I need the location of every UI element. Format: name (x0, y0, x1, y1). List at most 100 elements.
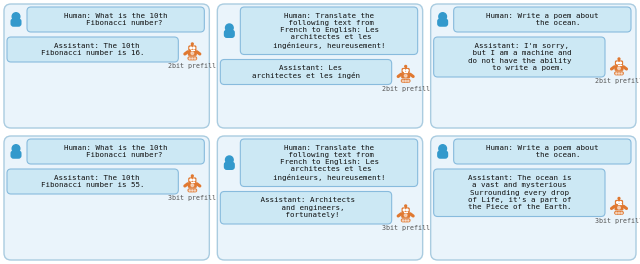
Circle shape (194, 58, 196, 59)
FancyBboxPatch shape (188, 56, 197, 60)
Circle shape (403, 80, 404, 82)
Circle shape (616, 73, 617, 74)
FancyBboxPatch shape (431, 4, 636, 128)
Text: Human: What is the 10th
    Fibonacci number?: Human: What is the 10th Fibonacci number… (64, 145, 168, 158)
Text: 3bit prefill: 3bit prefill (168, 195, 216, 201)
Text: Assistant: The 10th
Fibonacci number is 16.: Assistant: The 10th Fibonacci number is … (41, 43, 145, 56)
Circle shape (191, 184, 194, 187)
FancyBboxPatch shape (401, 218, 410, 222)
Circle shape (404, 205, 406, 207)
Text: Assistant: The ocean is
a vast and mysterious
Surrounding every drop
of Life, it: Assistant: The ocean is a vast and myste… (468, 175, 571, 210)
FancyBboxPatch shape (218, 4, 422, 128)
Circle shape (191, 175, 193, 177)
FancyBboxPatch shape (220, 59, 392, 84)
Text: Assistant: I'm sorry,
 but I am a machine and
do not have the ability
    to wri: Assistant: I'm sorry, but I am a machine… (468, 43, 571, 71)
FancyBboxPatch shape (614, 71, 624, 76)
Text: 3bit prefill: 3bit prefill (381, 225, 429, 231)
Circle shape (404, 74, 407, 77)
FancyBboxPatch shape (218, 136, 422, 260)
FancyBboxPatch shape (437, 150, 448, 159)
Text: Assistant: The 10th
Fibonacci number is 55.: Assistant: The 10th Fibonacci number is … (41, 175, 145, 188)
Circle shape (12, 13, 20, 20)
Text: Assistant: Les
architectes et les ingén: Assistant: Les architectes et les ingén (252, 65, 360, 79)
Circle shape (189, 58, 191, 59)
Circle shape (190, 47, 192, 49)
Circle shape (618, 73, 620, 74)
FancyBboxPatch shape (614, 205, 623, 210)
FancyBboxPatch shape (4, 136, 209, 260)
Circle shape (439, 13, 447, 20)
Circle shape (403, 220, 404, 221)
Text: 2bit prefill: 2bit prefill (595, 78, 640, 84)
FancyBboxPatch shape (188, 183, 197, 188)
FancyBboxPatch shape (188, 188, 197, 192)
FancyBboxPatch shape (401, 208, 410, 213)
Circle shape (616, 62, 618, 64)
FancyBboxPatch shape (7, 169, 179, 194)
Circle shape (620, 202, 621, 203)
Circle shape (191, 190, 193, 191)
Text: 3bit prefill: 3bit prefill (595, 218, 640, 224)
FancyBboxPatch shape (434, 169, 605, 216)
FancyBboxPatch shape (188, 177, 196, 183)
FancyBboxPatch shape (454, 139, 631, 164)
Circle shape (406, 70, 408, 71)
FancyBboxPatch shape (241, 139, 418, 186)
FancyBboxPatch shape (10, 150, 22, 159)
FancyBboxPatch shape (401, 213, 410, 218)
Circle shape (618, 58, 620, 60)
FancyBboxPatch shape (4, 4, 209, 128)
Text: 2bit prefill: 2bit prefill (381, 86, 429, 92)
FancyBboxPatch shape (615, 200, 623, 205)
Circle shape (616, 202, 618, 203)
Circle shape (193, 179, 195, 181)
Circle shape (191, 52, 194, 55)
Circle shape (403, 70, 405, 71)
Circle shape (191, 43, 193, 45)
FancyBboxPatch shape (437, 18, 448, 27)
Circle shape (618, 67, 620, 70)
Text: Human: Write a poem about
       the ocean.: Human: Write a poem about the ocean. (486, 145, 598, 158)
Circle shape (405, 80, 406, 82)
FancyBboxPatch shape (401, 68, 410, 73)
Circle shape (621, 212, 622, 214)
FancyBboxPatch shape (401, 73, 410, 78)
FancyBboxPatch shape (10, 18, 22, 27)
FancyBboxPatch shape (431, 136, 636, 260)
Circle shape (616, 212, 617, 214)
FancyBboxPatch shape (220, 191, 392, 224)
Circle shape (189, 190, 191, 191)
FancyBboxPatch shape (434, 37, 605, 77)
FancyBboxPatch shape (224, 30, 235, 38)
Circle shape (190, 179, 192, 181)
FancyBboxPatch shape (615, 60, 623, 66)
Circle shape (618, 212, 620, 214)
Circle shape (225, 156, 233, 164)
Circle shape (405, 220, 406, 221)
FancyBboxPatch shape (401, 79, 410, 83)
Circle shape (408, 80, 409, 82)
FancyBboxPatch shape (27, 7, 204, 32)
Text: Assistant: Architects
   and engineers,
   fortunately!: Assistant: Architects and engineers, for… (257, 197, 355, 218)
Circle shape (403, 209, 405, 211)
FancyBboxPatch shape (27, 139, 204, 164)
Text: Human: Translate the
 following text from
French to English: Les
 architectes et: Human: Translate the following text from… (273, 13, 385, 49)
FancyBboxPatch shape (614, 211, 624, 215)
Circle shape (618, 206, 620, 209)
Text: Human: Translate the
 following text from
French to English: Les
 architectes et: Human: Translate the following text from… (273, 145, 385, 181)
Circle shape (406, 209, 408, 211)
FancyBboxPatch shape (224, 162, 235, 170)
FancyBboxPatch shape (614, 66, 623, 71)
FancyBboxPatch shape (188, 45, 196, 51)
Circle shape (404, 65, 406, 67)
Text: Human: Write a poem about
       the ocean.: Human: Write a poem about the ocean. (486, 13, 598, 26)
Circle shape (194, 190, 196, 191)
FancyBboxPatch shape (241, 7, 418, 54)
Circle shape (404, 214, 407, 216)
Circle shape (225, 24, 233, 32)
Circle shape (620, 62, 621, 64)
Circle shape (439, 145, 447, 152)
Circle shape (191, 58, 193, 59)
FancyBboxPatch shape (454, 7, 631, 32)
FancyBboxPatch shape (188, 51, 197, 56)
